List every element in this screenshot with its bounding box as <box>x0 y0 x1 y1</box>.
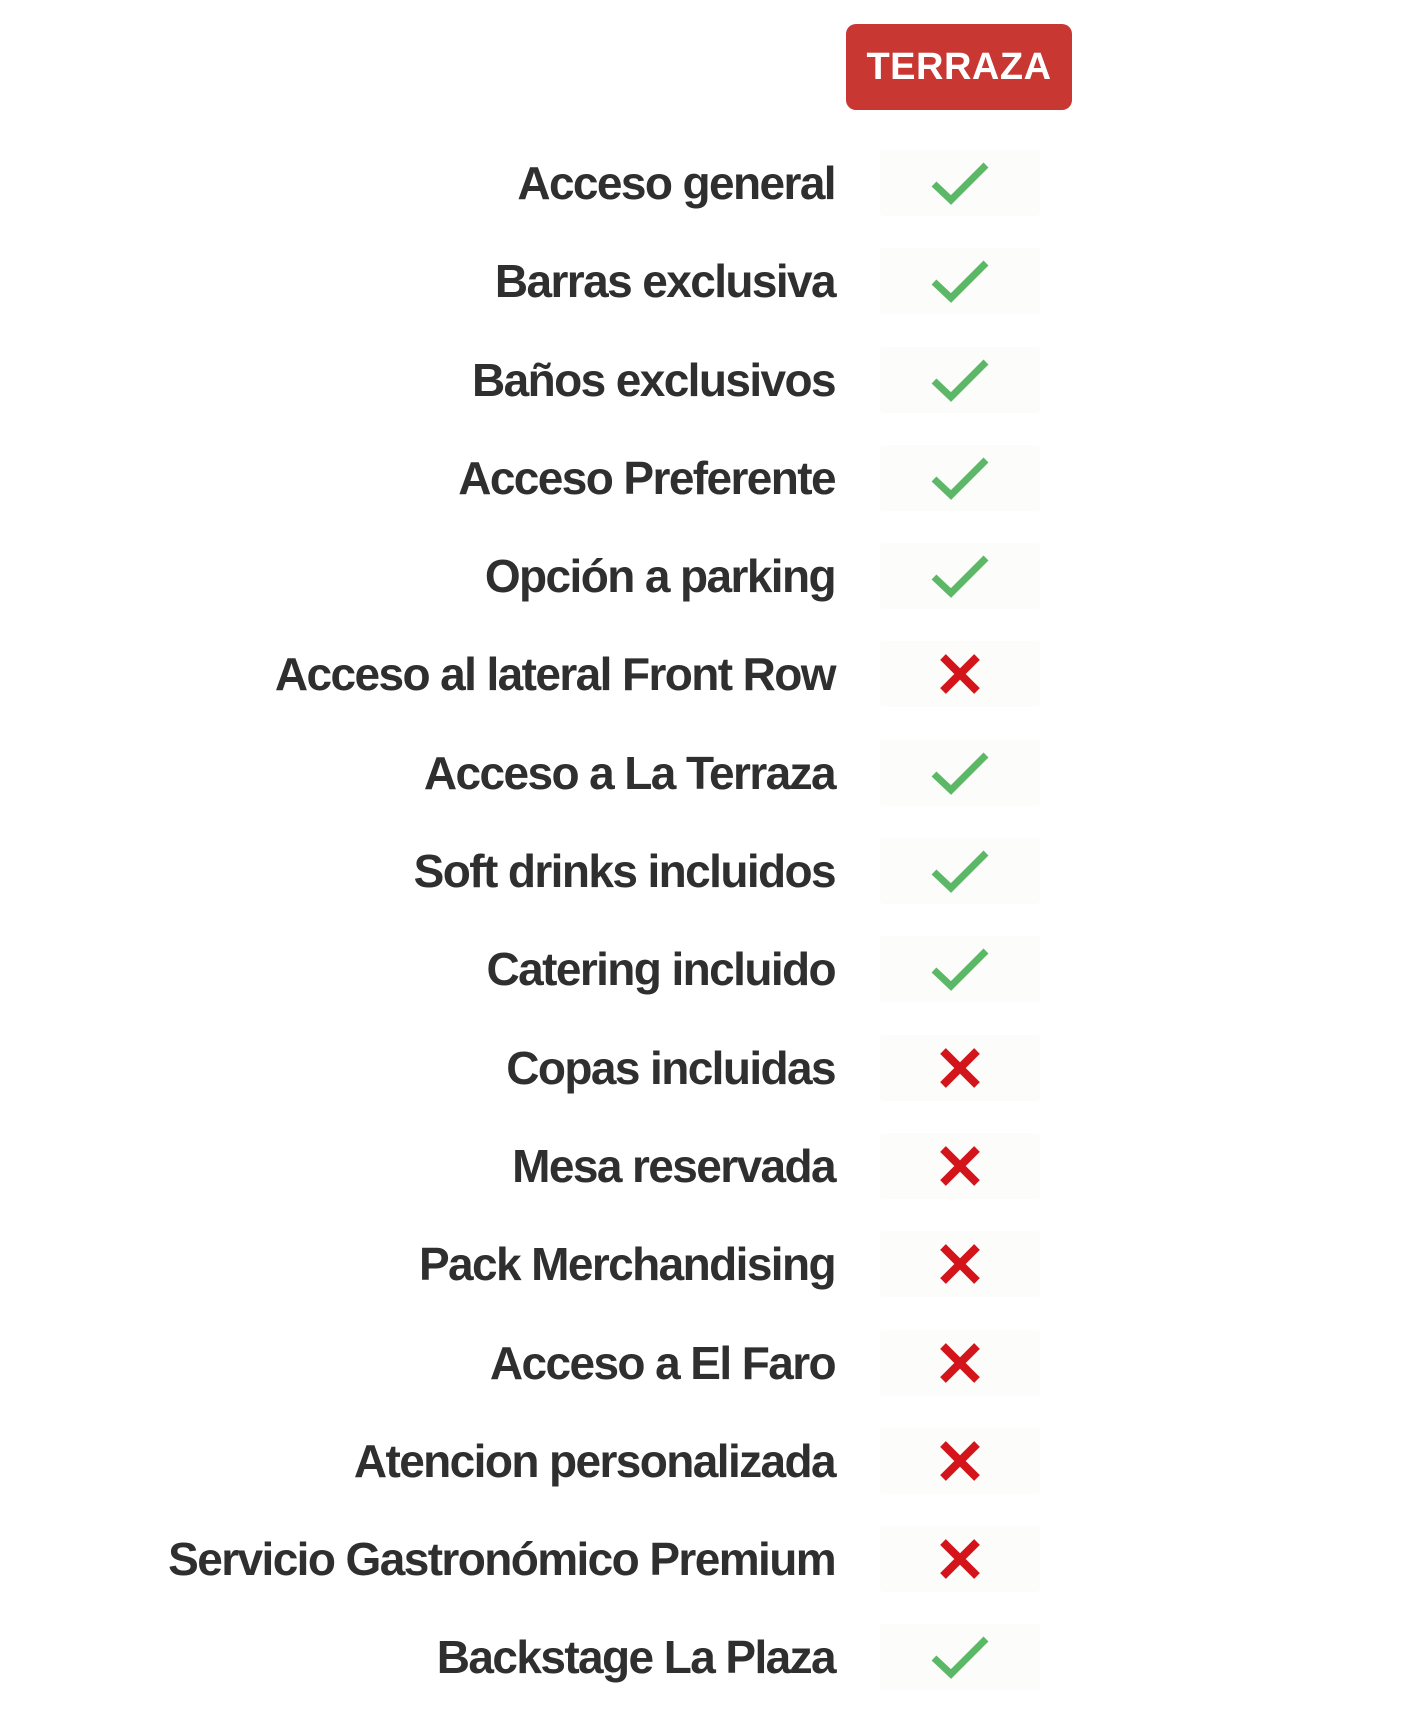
feature-row-7: Acceso a La Terraza <box>0 738 1420 836</box>
feature-row-15: Servicio Gastronómico Premium <box>0 1524 1420 1622</box>
feature-label: Servicio Gastronómico Premium <box>168 1533 836 1586</box>
feature-status-cell <box>880 1231 1040 1298</box>
feature-label: Copas incluidas <box>506 1041 836 1094</box>
feature-status-cell <box>880 838 1040 905</box>
feature-row-1: Acceso general <box>0 148 1420 246</box>
check-icon <box>929 553 991 599</box>
feature-row-3: Baños exclusivos <box>0 345 1420 443</box>
feature-row-12: Pack Merchandising <box>0 1229 1420 1327</box>
feature-label: Acceso general <box>517 157 836 209</box>
cross-icon <box>939 1342 981 1384</box>
feature-label: Opción a parking <box>484 550 837 603</box>
feature-row-16: Backstage La Plaza <box>0 1622 1420 1720</box>
feature-row-14: Atencion personalizada <box>0 1426 1420 1524</box>
feature-status-cell <box>880 1329 1040 1396</box>
feature-label: Pack Merchandising <box>418 1238 837 1291</box>
check-icon <box>929 455 991 501</box>
terraza-header-badge: TERRAZA <box>846 24 1072 110</box>
feature-status-cell <box>880 543 1040 610</box>
feature-row-9: Catering incluido <box>0 934 1420 1032</box>
feature-status-cell <box>880 641 1040 708</box>
feature-status-cell <box>880 444 1040 511</box>
check-icon <box>929 848 991 894</box>
feature-status-cell <box>880 346 1040 413</box>
feature-status-cell <box>880 1132 1040 1199</box>
feature-list: Acceso general Barras exclusiva Baños ex… <box>0 148 1420 1721</box>
feature-label: Acceso a La Terraza <box>423 746 837 799</box>
cross-icon <box>939 1243 981 1285</box>
feature-status-cell <box>880 739 1040 806</box>
feature-status-cell <box>880 248 1040 315</box>
feature-label: Acceso Preferente <box>458 451 836 504</box>
feature-row-2: Barras exclusiva <box>0 246 1420 344</box>
feature-status-cell <box>880 1526 1040 1593</box>
check-icon <box>929 750 991 796</box>
feature-status-cell <box>880 1624 1040 1691</box>
feature-row-4: Acceso Preferente <box>0 443 1420 541</box>
check-icon <box>929 357 991 403</box>
feature-row-6: Acceso al lateral Front Row <box>0 639 1420 737</box>
feature-row-11: Mesa reservada <box>0 1131 1420 1229</box>
cross-icon <box>939 1440 981 1482</box>
cross-icon <box>939 1538 981 1580</box>
check-icon <box>929 946 991 992</box>
cross-icon <box>939 653 981 695</box>
feature-label: Acceso al lateral Front Row <box>274 648 837 701</box>
check-icon <box>929 160 991 206</box>
feature-label: Catering incluido <box>486 943 837 996</box>
feature-row-5: Opción a parking <box>0 541 1420 639</box>
feature-row-10: Copas incluidas <box>0 1033 1420 1131</box>
feature-label: Soft drinks incluidos <box>413 845 837 898</box>
check-icon <box>929 1634 991 1680</box>
feature-row-13: Acceso a El Faro <box>0 1328 1420 1426</box>
feature-label: Baños exclusivos <box>471 353 837 406</box>
feature-status-cell <box>880 1427 1040 1494</box>
feature-status-cell <box>880 936 1040 1003</box>
feature-status-cell <box>880 150 1040 216</box>
feature-label: Mesa reservada <box>512 1139 836 1192</box>
feature-label: Atencion personalizada <box>353 1434 837 1487</box>
feature-label: Acceso a El Faro <box>489 1336 837 1389</box>
cross-icon <box>939 1047 981 1089</box>
feature-label: Backstage La Plaza <box>436 1631 837 1684</box>
feature-status-cell <box>880 1034 1040 1101</box>
feature-row-8: Soft drinks incluidos <box>0 836 1420 934</box>
cross-icon <box>939 1145 981 1187</box>
feature-label: Barras exclusiva <box>494 255 837 308</box>
check-icon <box>929 258 991 304</box>
